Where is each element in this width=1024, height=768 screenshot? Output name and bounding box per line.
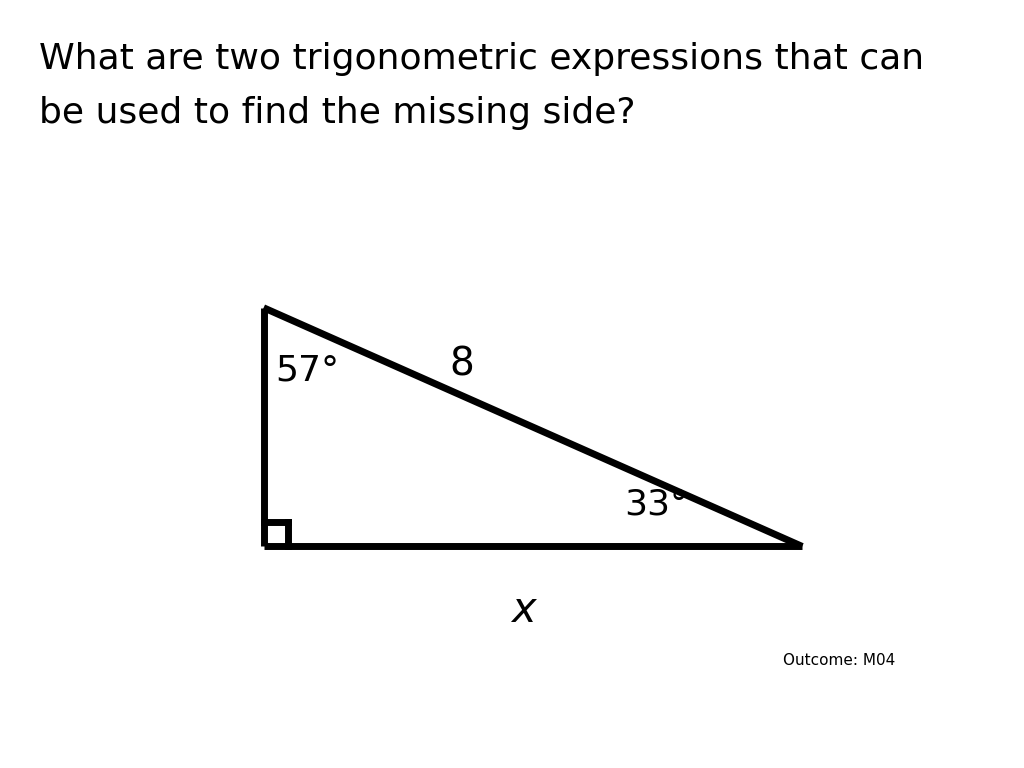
Text: Outcome: M04: Outcome: M04 bbox=[783, 653, 895, 668]
Text: 57°: 57° bbox=[275, 354, 339, 388]
Text: 8: 8 bbox=[449, 346, 474, 383]
Text: x: x bbox=[511, 589, 536, 631]
Text: What are two trigonometric expressions that can: What are two trigonometric expressions t… bbox=[39, 42, 924, 76]
Text: 33°: 33° bbox=[624, 488, 688, 521]
Text: be used to find the missing side?: be used to find the missing side? bbox=[39, 96, 636, 130]
